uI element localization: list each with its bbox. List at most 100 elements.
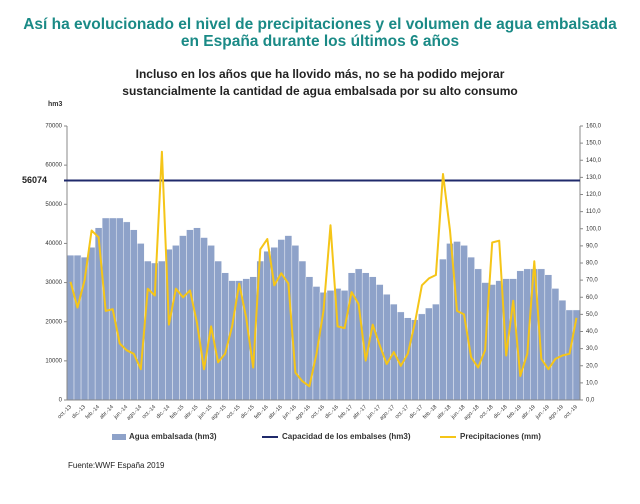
- y2-tick-label: 20,0: [586, 363, 598, 369]
- bar: [87, 247, 96, 401]
- bar: [488, 284, 496, 401]
- bar: [263, 251, 271, 401]
- x-tick-label: dic.-18: [493, 404, 509, 420]
- chart-subtitle: Incluso en los años que ha llovido más, …: [122, 67, 518, 98]
- x-tick-label: abr.-17: [352, 404, 368, 420]
- x-tick-label: oct.-17: [394, 404, 410, 420]
- precip-line: [69, 150, 578, 388]
- bar: [474, 268, 482, 401]
- bar: [572, 309, 581, 401]
- capacity-label: 56074: [22, 175, 47, 185]
- bar: [73, 254, 82, 401]
- y2-tick-label: 70,0: [586, 278, 598, 284]
- x-tick-label: oct.-14: [141, 404, 157, 420]
- y-tick-label: 50000: [45, 202, 62, 208]
- bar: [214, 260, 222, 401]
- x-tick-label: ago.-14: [126, 404, 143, 421]
- bar: [383, 294, 391, 401]
- y-axis-label: hm3: [48, 101, 63, 108]
- bar: [130, 229, 138, 401]
- bar: [453, 241, 461, 401]
- x-tick-label: feb.-17: [338, 404, 354, 420]
- x-tick-label: feb.-16: [253, 404, 269, 420]
- bar: [397, 311, 405, 401]
- x-tick-label: oct.-19: [563, 404, 579, 420]
- y2-tick-label: 120,0: [586, 192, 602, 198]
- x-tick-label: oct.-18: [478, 404, 494, 420]
- bar: [551, 288, 560, 401]
- bar: [207, 245, 215, 401]
- y2-tick-label: 60,0: [586, 295, 598, 301]
- bar: [432, 303, 440, 401]
- y2-tick-label: 10,0: [586, 380, 598, 386]
- y2-tick-label: 90,0: [586, 243, 598, 249]
- y-tick-label: 10000: [45, 358, 62, 364]
- legend-label: Precipitaciones (mm): [460, 432, 541, 441]
- bar: [354, 268, 363, 401]
- bar: [467, 256, 475, 401]
- x-tick-label: feb.-15: [169, 404, 185, 420]
- x-tick-label: abr.-16: [267, 404, 283, 420]
- legend-label: Capacidad de los embalses (hm3): [282, 432, 411, 441]
- bar: [326, 290, 335, 401]
- y-tick-label: 0: [59, 398, 63, 404]
- bar: [137, 243, 145, 401]
- bar: [172, 245, 180, 401]
- x-tick-label: oct.-13: [57, 404, 73, 420]
- title-box: Así ha evolucionado el nivel de precipit…: [23, 16, 617, 50]
- bar: [277, 239, 286, 401]
- y-tick-label: 60000: [45, 163, 62, 169]
- x-tick-label: abr.-14: [99, 404, 115, 420]
- bar: [558, 299, 567, 401]
- bar: [544, 274, 553, 401]
- bar: [425, 307, 433, 401]
- x-tick-label: ago.-19: [547, 404, 564, 421]
- y2-tick-label: 140,0: [586, 158, 602, 164]
- bar: [439, 258, 447, 401]
- y2-tick-label: 30,0: [586, 346, 598, 352]
- y2-tick-label: 130,0: [586, 175, 602, 181]
- y-tick-label: 30000: [45, 280, 62, 286]
- bar: [179, 235, 187, 401]
- x-tick-label: dic.-13: [71, 404, 87, 420]
- y-tick-label: 20000: [45, 319, 62, 325]
- bar: [200, 237, 208, 401]
- subtitle-box: Incluso en los años que ha llovido más, …: [122, 67, 518, 98]
- y2-tick-label: 100,0: [586, 226, 602, 232]
- bar: [495, 280, 503, 401]
- x-tick-label: dic.-17: [408, 404, 424, 420]
- y-tick-label: 40000: [45, 241, 62, 247]
- bar: [460, 245, 468, 401]
- legend-label: Agua embalsada (hm3): [129, 432, 217, 441]
- y2-tick-label: 110,0: [586, 209, 601, 215]
- x-tick-label: feb.-19: [506, 404, 522, 420]
- x-tick-label: ago.-15: [210, 404, 227, 421]
- bar: [333, 288, 342, 401]
- bar: [418, 313, 426, 401]
- x-tick-label: feb.-14: [85, 404, 101, 420]
- x-tick-label: oct.-15: [225, 404, 241, 420]
- y2-tick-label: 40,0: [586, 329, 598, 335]
- bar: [144, 260, 152, 401]
- bar: [509, 278, 517, 401]
- x-tick-label: abr.-15: [183, 404, 199, 420]
- bar: [115, 217, 124, 401]
- y2-tick-label: 160,0: [586, 124, 602, 130]
- x-tick-label: oct.-16: [310, 404, 326, 420]
- source: Fuente:WWF España 2019: [68, 461, 165, 470]
- bar: [123, 221, 131, 401]
- legend-swatch: [112, 434, 126, 440]
- y2-tick-label: 150,0: [586, 141, 602, 147]
- x-tick-label: ago.-17: [379, 404, 396, 421]
- x-tick-label: feb.-18: [422, 404, 438, 420]
- bar: [186, 229, 194, 401]
- x-tick-label: abr.-19: [520, 404, 536, 420]
- y2-tick-label: 80,0: [586, 261, 598, 267]
- x-tick-label: dic.-14: [155, 404, 171, 420]
- bar: [516, 270, 524, 401]
- x-tick-label: ago.-16: [294, 404, 311, 421]
- x-tick-label: dic.-15: [240, 404, 256, 420]
- bar: [228, 280, 236, 401]
- x-tick-label: ago.-18: [463, 404, 480, 421]
